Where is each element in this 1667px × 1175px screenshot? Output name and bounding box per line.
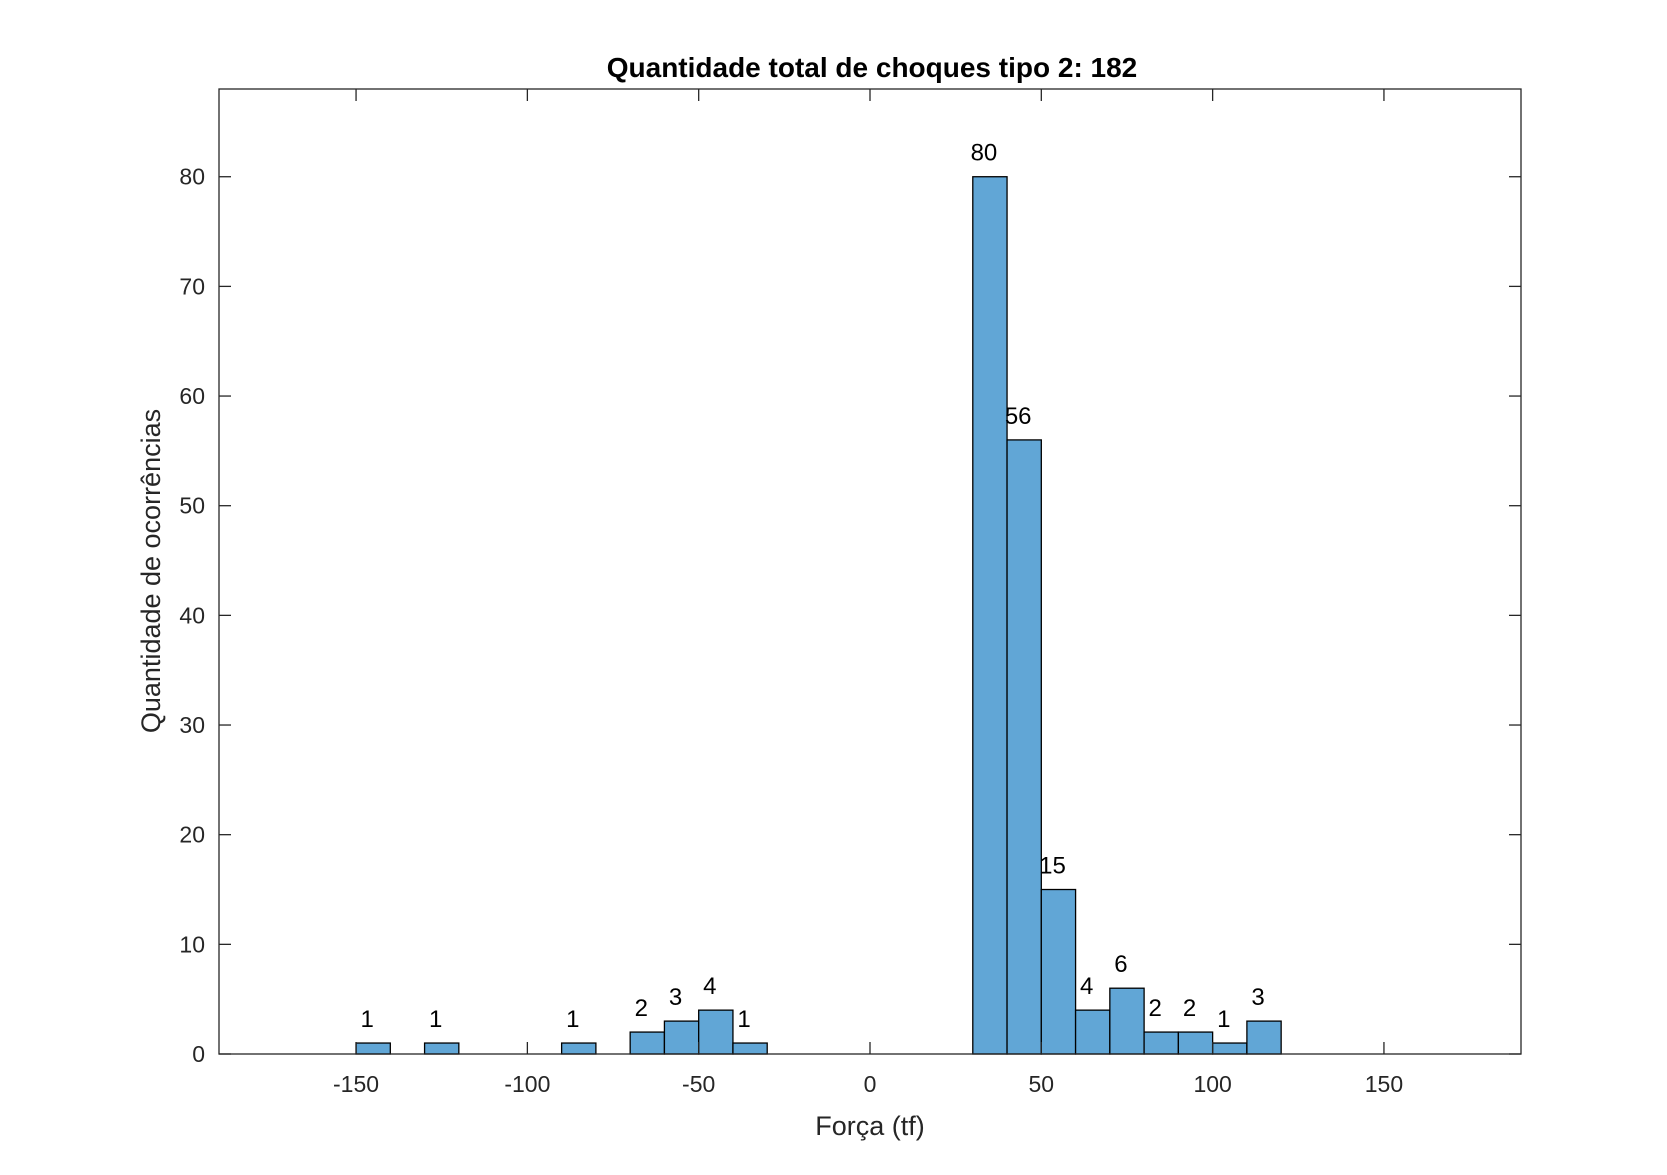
x-tick-label: 50 bbox=[1029, 1071, 1055, 1097]
histogram-bar bbox=[1211, 1042, 1248, 1055]
y-tick-label: 0 bbox=[192, 1041, 205, 1067]
histogram-bar bbox=[355, 1042, 391, 1055]
bar-value-label: 1 bbox=[737, 1006, 750, 1033]
bar-value-label: 3 bbox=[1251, 984, 1264, 1011]
x-tick-label: 0 bbox=[864, 1071, 877, 1097]
histogram-bar bbox=[1143, 1031, 1180, 1055]
y-axis-label: Quantidade de ocorrências bbox=[136, 409, 166, 733]
histogram-bar bbox=[560, 1042, 597, 1055]
bar-value-label: 80 bbox=[971, 140, 998, 167]
histogram-bar bbox=[1074, 1009, 1111, 1055]
histogram-bar bbox=[732, 1042, 768, 1055]
plot-frame bbox=[218, 88, 1522, 1055]
x-tick-label: 150 bbox=[1365, 1071, 1403, 1097]
histogram-bar bbox=[423, 1042, 460, 1055]
y-tick-label: 60 bbox=[179, 383, 205, 409]
y-tick-label: 30 bbox=[179, 712, 205, 738]
bar-value-label: 56 bbox=[1005, 403, 1032, 430]
histogram-bar bbox=[1040, 888, 1077, 1055]
bar-value-label: 4 bbox=[1080, 973, 1093, 1000]
histogram-bar bbox=[1109, 987, 1145, 1055]
histogram-bar bbox=[629, 1031, 666, 1055]
histogram-bar bbox=[698, 1009, 734, 1055]
y-axis: 0 10 20 30 40 50 60 70 80 bbox=[179, 164, 1521, 1067]
histogram-bar bbox=[1006, 439, 1042, 1055]
bar-value-label: 2 bbox=[635, 995, 648, 1022]
histogram-bar bbox=[663, 1020, 700, 1055]
bar-value-label: 1 bbox=[1217, 1006, 1230, 1033]
bar-value-label: 3 bbox=[669, 984, 682, 1011]
chart-title: Quantidade total de choques tipo 2: 182 bbox=[607, 52, 1138, 83]
y-tick-label: 50 bbox=[179, 493, 205, 519]
y-tick-label: 70 bbox=[179, 273, 205, 299]
bars-group bbox=[355, 176, 1282, 1055]
bar-value-label: 6 bbox=[1114, 951, 1127, 978]
y-tick-label: 40 bbox=[179, 602, 205, 628]
bar-value-label: 1 bbox=[361, 1006, 374, 1033]
bar-value-label: 4 bbox=[703, 973, 716, 1000]
y-tick-label: 80 bbox=[179, 164, 205, 190]
x-axis-label: Força (tf) bbox=[815, 1111, 925, 1141]
histogram-bar bbox=[1246, 1020, 1282, 1055]
x-tick-label: 100 bbox=[1193, 1071, 1231, 1097]
bar-value-label: 15 bbox=[1039, 853, 1066, 880]
x-tick-label: -50 bbox=[682, 1071, 715, 1097]
y-tick-label: 10 bbox=[179, 931, 205, 957]
bar-value-label: 2 bbox=[1149, 995, 1162, 1022]
bar-value-label: 1 bbox=[429, 1006, 442, 1033]
bar-value-label: 1 bbox=[566, 1006, 579, 1033]
histogram-bar bbox=[1177, 1031, 1214, 1055]
x-axis: -150 -100 -50 0 50 100 150 bbox=[333, 89, 1403, 1097]
y-tick-label: 20 bbox=[179, 822, 205, 848]
bar-value-label: 2 bbox=[1183, 995, 1196, 1022]
x-tick-label: -150 bbox=[333, 1071, 379, 1097]
x-tick-label: -100 bbox=[504, 1071, 550, 1097]
histogram-bar bbox=[972, 176, 1008, 1055]
